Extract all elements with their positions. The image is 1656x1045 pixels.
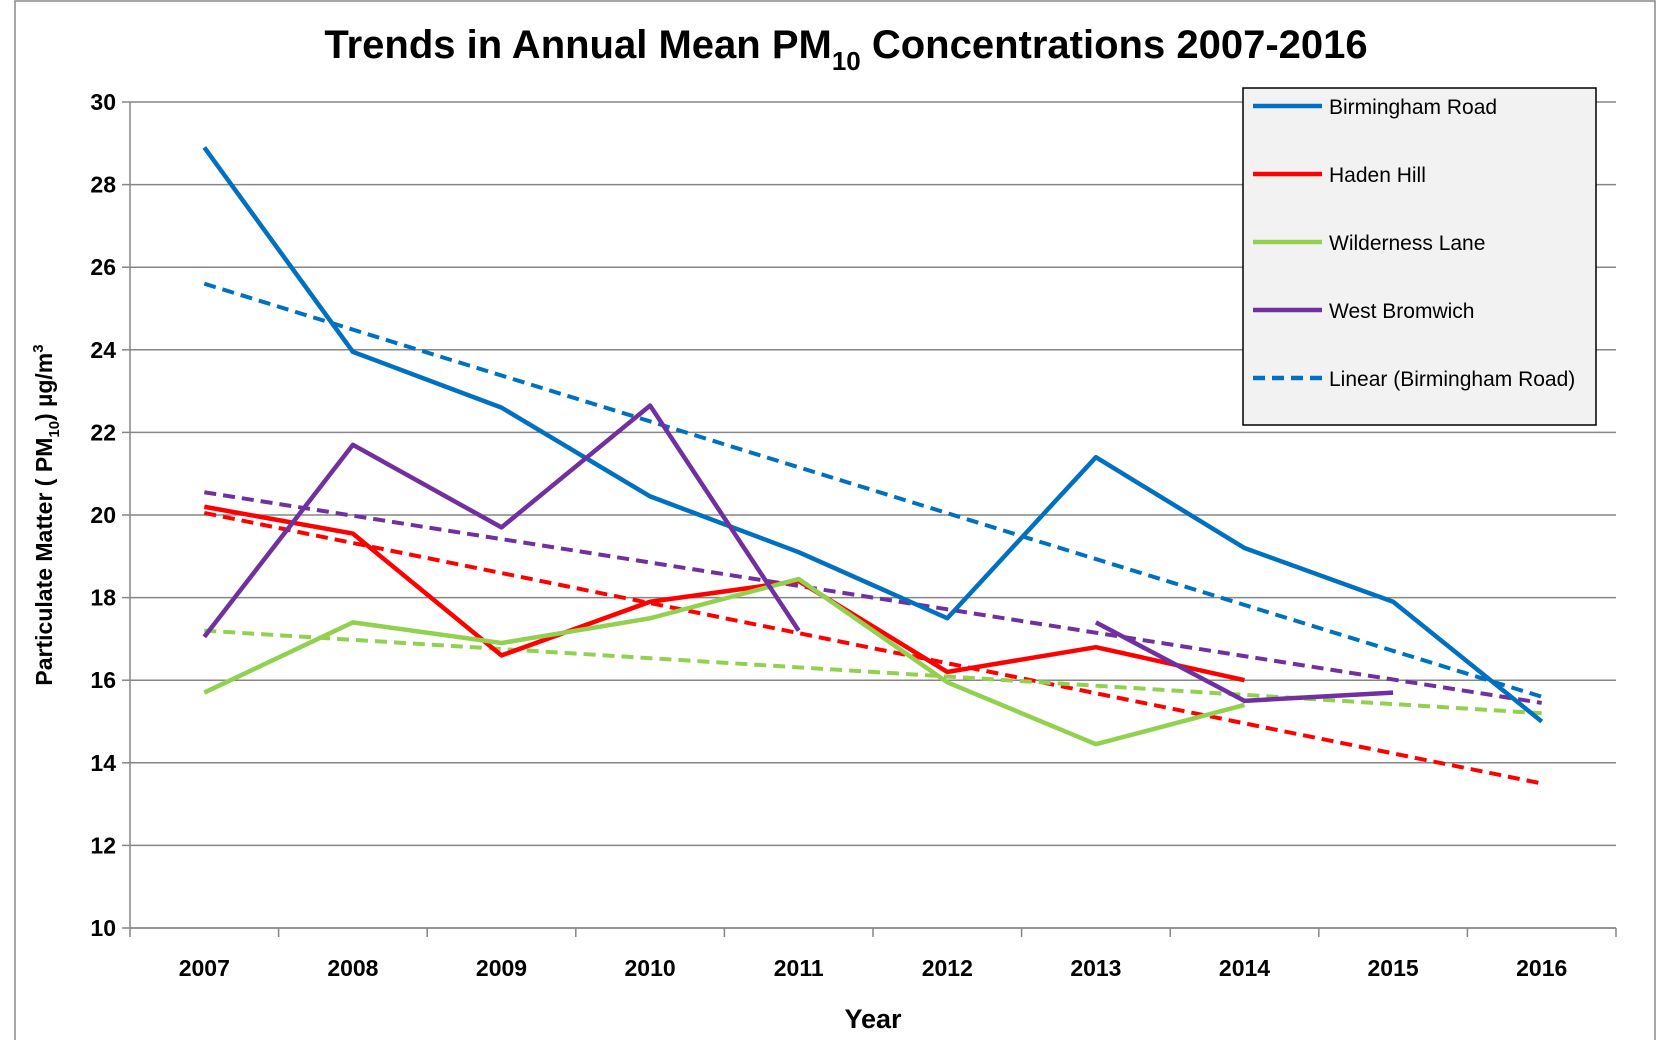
ylabel-c: ) µg/m	[31, 353, 57, 421]
series-line	[203, 504, 1245, 683]
x-tick-label: 2016	[1516, 955, 1567, 981]
x-tick-label: 2014	[1219, 955, 1270, 981]
legend-box	[1242, 87, 1597, 426]
x-tick-label: 2015	[1368, 955, 1419, 981]
ylabel-b: 10	[46, 421, 63, 438]
legend-label: Wilderness Lane	[1329, 232, 1485, 255]
series-line	[1094, 620, 1394, 704]
y-tick-label: 10	[90, 915, 116, 941]
ylabel-d: 3	[30, 344, 47, 352]
y-tick-label: 20	[90, 502, 116, 528]
y-tick-label: 30	[90, 89, 116, 115]
y-tick-label: 22	[90, 419, 116, 445]
x-tick-label: 2011	[774, 955, 824, 981]
trend-line	[203, 490, 1543, 705]
series-line	[202, 403, 801, 639]
y-tick-label: 24	[90, 337, 116, 363]
legend-label: West Bromwich	[1329, 300, 1474, 323]
y-tick-label: 14	[90, 750, 116, 776]
legend-label: Haden Hill	[1329, 164, 1426, 187]
y-tick-label: 26	[90, 254, 116, 280]
title-rest: Concentrations 2007-2016	[861, 23, 1368, 67]
x-tick-label: 2010	[625, 955, 676, 981]
x-tick-label: 2013	[1070, 955, 1121, 981]
y-tick-label: 28	[90, 172, 116, 198]
legend-label: Birmingham Road	[1329, 96, 1497, 119]
x-tick-label: 2008	[327, 955, 378, 981]
y-tick-label: 16	[90, 667, 116, 693]
y-tick-label: 12	[90, 832, 116, 858]
x-tick-label: 2012	[922, 955, 973, 981]
trend-line	[203, 281, 1543, 699]
y-tick-label: 18	[90, 585, 116, 611]
title-sub: 10	[832, 46, 861, 76]
x-tick-label: 2009	[476, 955, 527, 981]
trend-line	[203, 510, 1543, 786]
chart-frame	[14, 0, 1656, 1045]
x-tick-label: 2007	[179, 955, 230, 981]
series-line	[203, 576, 1246, 747]
series-line	[202, 146, 1544, 724]
chart-title: Trends in Annual Mean PM10 Concentration…	[324, 23, 1367, 76]
ylabel-a: Particulate Matter ( PM	[31, 438, 57, 686]
trend-line	[204, 628, 1542, 716]
y-axis-title: Particulate Matter ( PM10) µg/m3	[30, 344, 63, 685]
legend-label: Linear (Birmingham Road)	[1329, 368, 1575, 391]
x-axis-title: Year	[844, 1004, 902, 1034]
title-main: Trends in Annual Mean PM	[324, 23, 831, 67]
